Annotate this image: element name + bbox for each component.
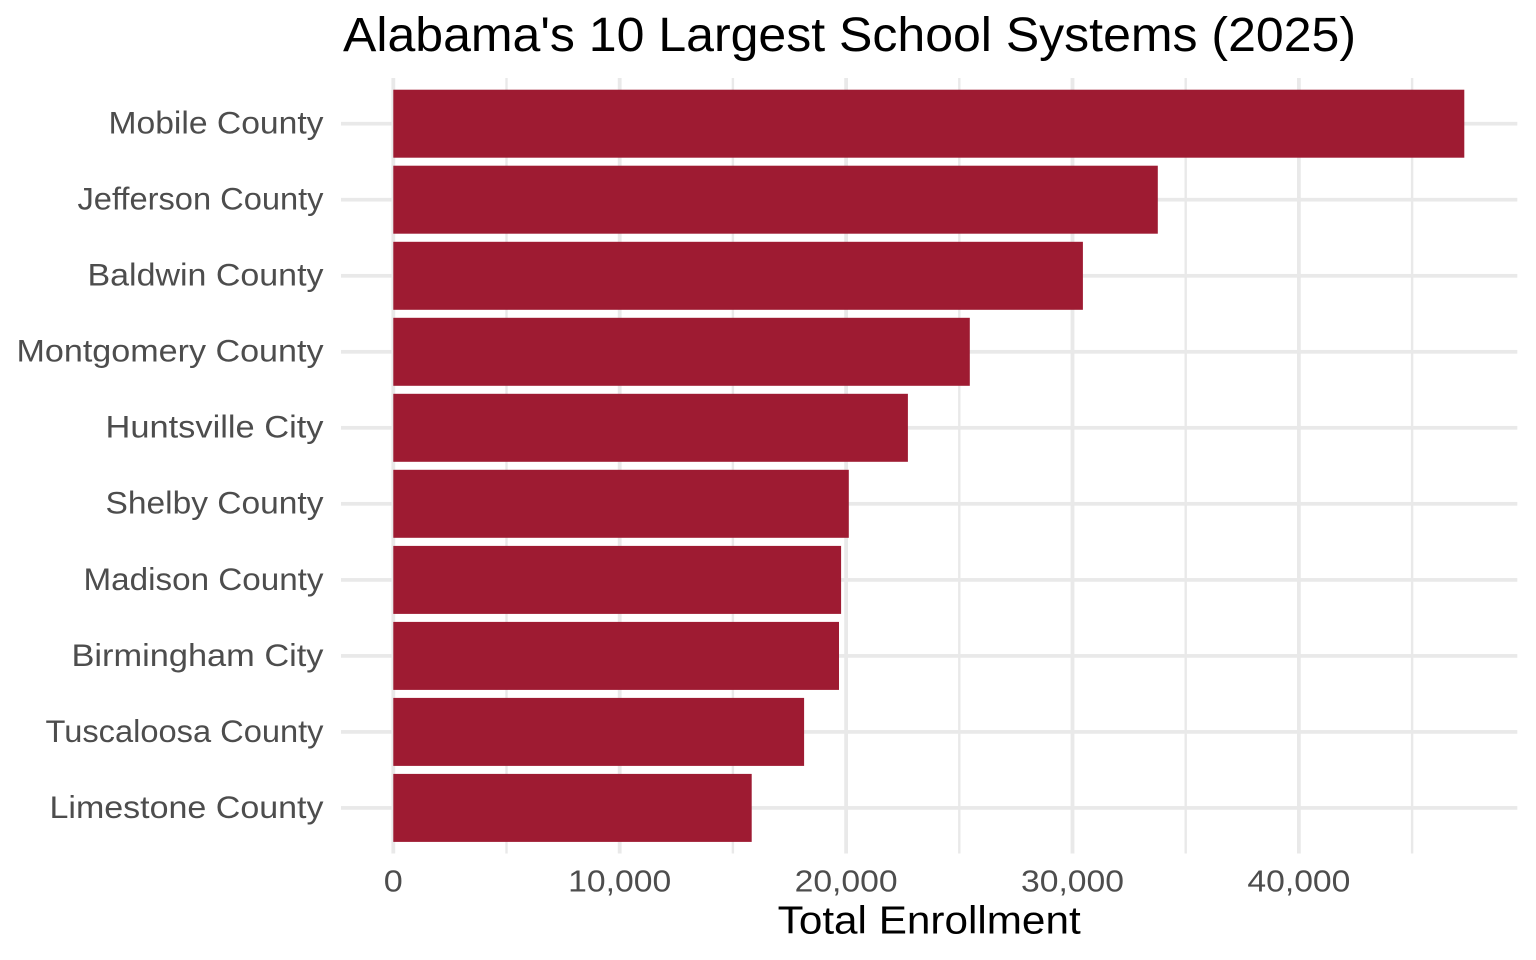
svg-text:Mobile County: Mobile County xyxy=(109,105,324,141)
svg-text:Montgomery County: Montgomery County xyxy=(17,333,324,369)
svg-text:10,000: 10,000 xyxy=(568,865,671,899)
svg-text:0: 0 xyxy=(384,865,403,899)
svg-text:Birmingham City: Birmingham City xyxy=(72,637,324,673)
svg-text:40,000: 40,000 xyxy=(1247,865,1350,899)
svg-text:Madison County: Madison County xyxy=(84,561,324,597)
svg-text:Huntsville City: Huntsville City xyxy=(106,409,324,445)
svg-text:Shelby County: Shelby County xyxy=(106,485,324,521)
svg-text:Limestone County: Limestone County xyxy=(50,789,324,825)
svg-text:Jefferson County: Jefferson County xyxy=(78,181,324,217)
svg-text:20,000: 20,000 xyxy=(795,865,898,899)
svg-text:Total Enrollment: Total Enrollment xyxy=(778,900,1081,943)
svg-text:Alabama's 10 Largest School Sy: Alabama's 10 Largest School Systems (202… xyxy=(343,8,1356,62)
svg-text:Baldwin County: Baldwin County xyxy=(88,257,324,293)
svg-text:30,000: 30,000 xyxy=(1021,865,1124,899)
svg-text:Tuscaloosa County: Tuscaloosa County xyxy=(46,713,324,749)
